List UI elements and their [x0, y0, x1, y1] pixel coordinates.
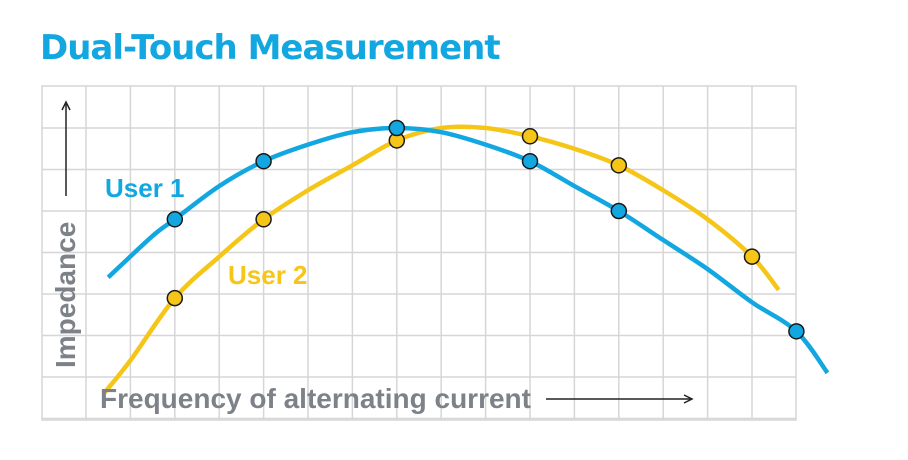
series-label-user-1: User 1: [105, 173, 185, 203]
data-point-user-1: [388, 119, 406, 137]
data-point-user-1: [788, 323, 805, 340]
series-label-user-2: User 2: [228, 260, 308, 290]
data-point-user-1: [166, 211, 184, 228]
grid: [41, 85, 797, 421]
x-axis-arrow: [546, 394, 694, 404]
series-line-user-2: [102, 124, 781, 396]
series-curves: [102, 124, 830, 396]
data-point-user-2: [521, 128, 539, 145]
data-point-user-2: [610, 157, 628, 174]
data-point-user-1: [521, 152, 539, 170]
y-axis-label: Impedance: [50, 222, 81, 368]
chart-title: Dual-Touch Measurement: [40, 28, 501, 68]
y-axis-arrow: [61, 100, 71, 196]
data-point-user-1: [255, 152, 272, 170]
data-point-user-2: [166, 289, 184, 307]
data-point-user-2: [743, 248, 761, 265]
data-point-user-1: [610, 202, 628, 220]
data-point-user-2: [255, 211, 272, 228]
x-axis-label: Frequency of alternating current: [100, 383, 531, 414]
series-line-user-1: [106, 125, 830, 375]
data-points: [166, 119, 805, 340]
